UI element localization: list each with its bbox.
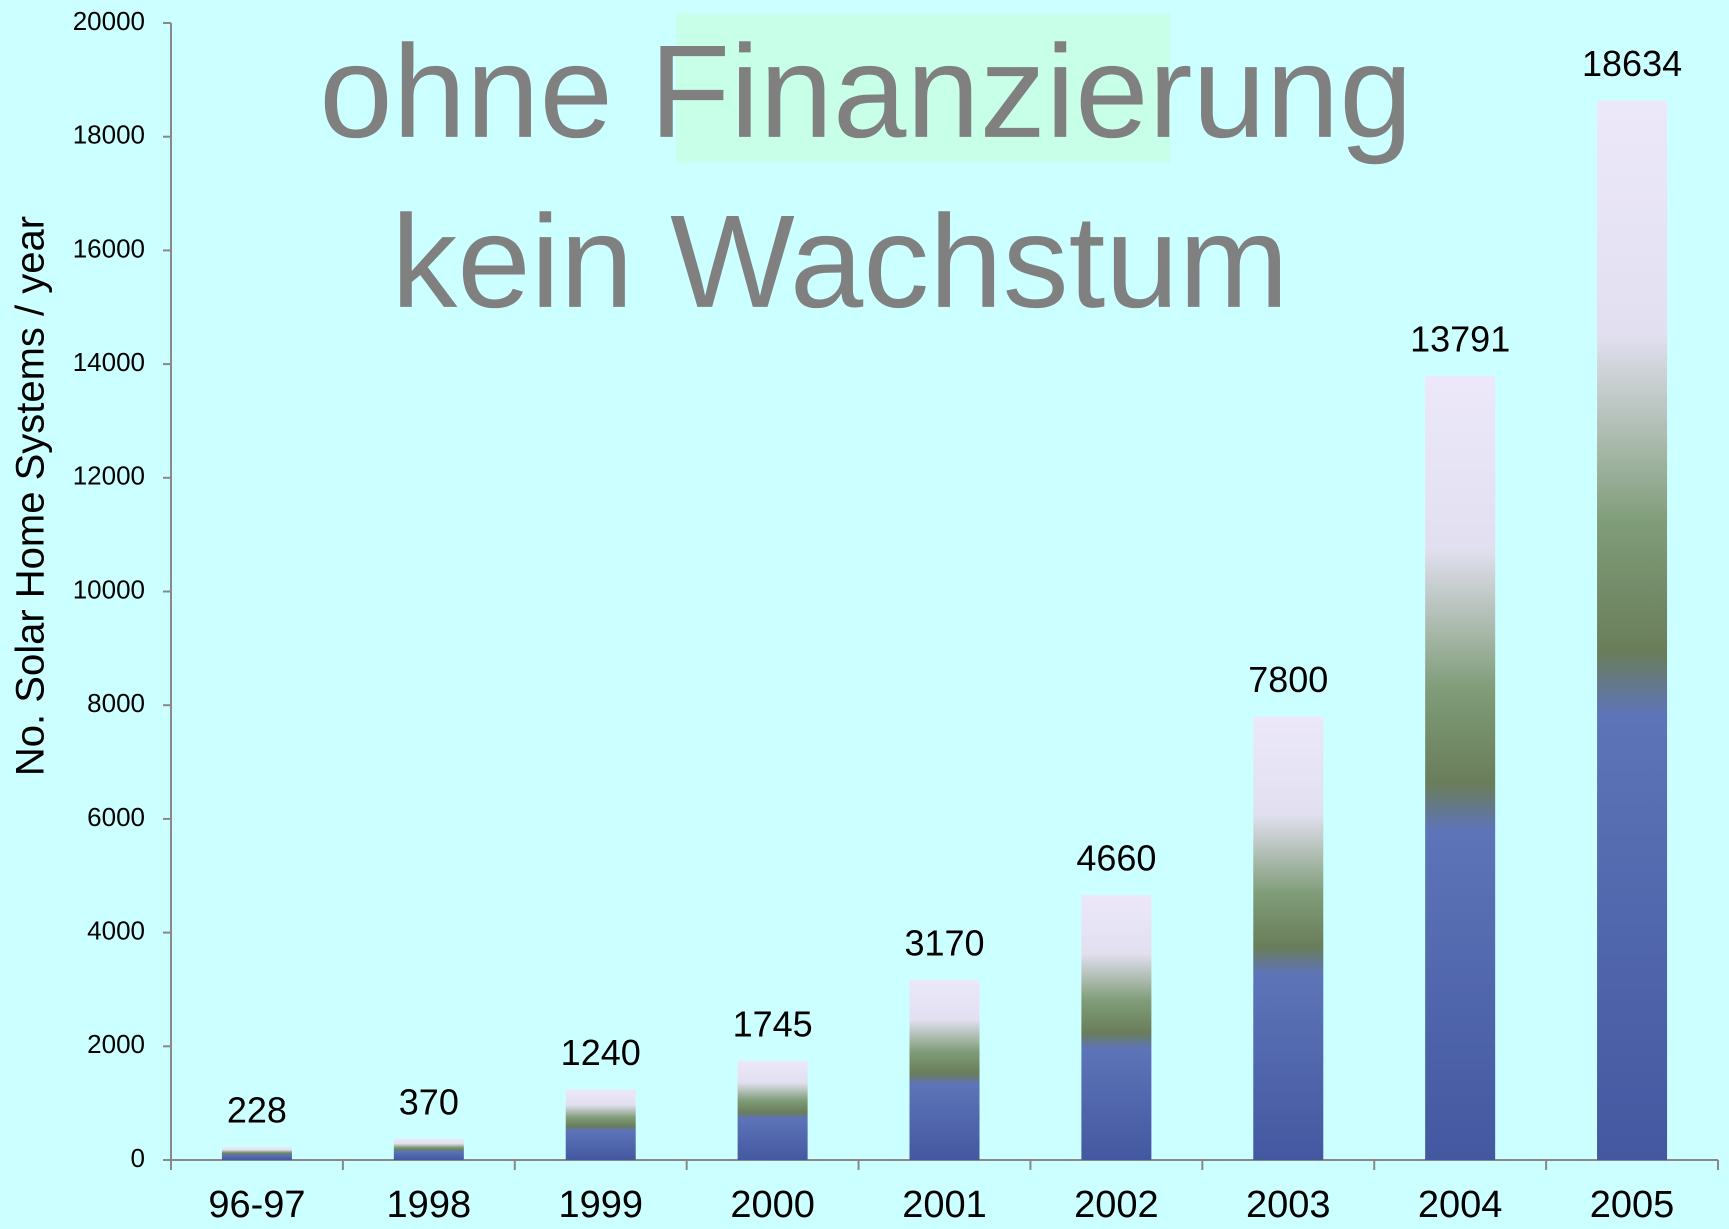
bar — [221, 1147, 292, 1160]
value-label: 370 — [399, 1081, 459, 1122]
bar — [737, 1060, 808, 1160]
bar — [1081, 895, 1152, 1160]
x-tick-label: 2001 — [902, 1184, 987, 1226]
bar — [393, 1138, 464, 1160]
y-tick-label: 16000 — [73, 233, 145, 263]
y-axis-label: No. Solar Home Systems / year — [9, 216, 53, 776]
x-tick-label: 1999 — [558, 1184, 643, 1226]
y-tick-label: 12000 — [73, 461, 145, 491]
y-tick-label: 10000 — [73, 574, 145, 604]
x-tick-label: 2003 — [1246, 1184, 1331, 1226]
y-tick-label: 0 — [131, 1143, 145, 1173]
y-tick-label: 8000 — [87, 688, 145, 718]
x-tick-label: 2002 — [1074, 1184, 1159, 1226]
y-tick-label: 18000 — [73, 120, 145, 150]
x-tick-label: 2004 — [1418, 1184, 1503, 1226]
value-label: 7800 — [1248, 659, 1328, 700]
bar — [1253, 716, 1324, 1160]
value-label: 13791 — [1410, 318, 1510, 359]
value-label: 1745 — [733, 1003, 813, 1044]
y-tick-label: 2000 — [87, 1029, 145, 1059]
x-tick-label: 96-97 — [208, 1184, 305, 1226]
bar — [565, 1089, 636, 1160]
value-label: 228 — [227, 1090, 287, 1131]
y-tick-label: 6000 — [87, 802, 145, 832]
value-label: 18634 — [1582, 43, 1682, 84]
bar — [1597, 100, 1668, 1160]
y-tick-label: 4000 — [87, 915, 145, 945]
value-label: 3170 — [904, 922, 984, 963]
bar — [909, 979, 980, 1160]
chart-subtitle: kein Wachstum — [391, 188, 1288, 335]
value-label: 1240 — [561, 1032, 641, 1073]
value-label: 4660 — [1076, 838, 1156, 879]
x-tick-label: 2005 — [1590, 1184, 1675, 1226]
bar — [1425, 375, 1496, 1160]
x-tick-label: 1998 — [387, 1184, 472, 1226]
y-tick-label: 14000 — [73, 347, 145, 377]
y-tick-label: 20000 — [73, 6, 145, 36]
x-tick-label: 2000 — [730, 1184, 815, 1226]
chart-title: ohne Finanzierung — [319, 18, 1412, 165]
title-highlight — [676, 13, 1170, 163]
